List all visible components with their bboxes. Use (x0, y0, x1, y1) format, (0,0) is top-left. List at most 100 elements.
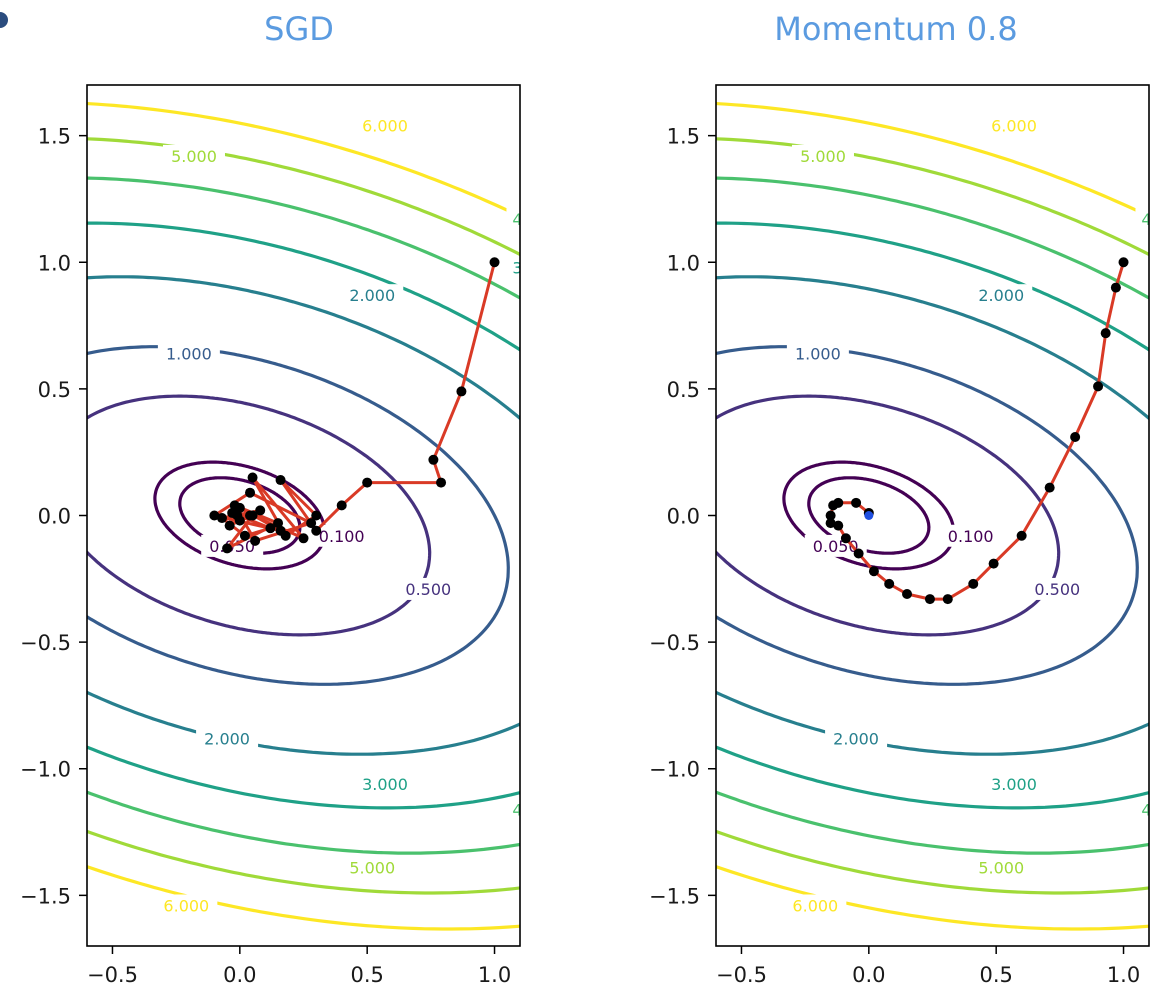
path-point (825, 518, 836, 529)
contour-level-0_5 (87, 394, 432, 637)
path-point (265, 523, 276, 534)
y-tick-label: 1.0 (38, 251, 71, 275)
path-point (851, 497, 862, 508)
contour-label: 5.000 (978, 858, 1024, 877)
contour-level-3 (716, 221, 1149, 810)
contour-label: 3.000 (991, 775, 1037, 794)
contour-label: 2.000 (833, 729, 879, 748)
x-tick-label: −0.5 (716, 963, 767, 987)
path-point (1118, 257, 1129, 268)
contour-label-bg (791, 144, 854, 167)
contour-label-bg (784, 894, 847, 917)
contour-label: 6.000 (163, 896, 209, 915)
x-tick-label: 1.0 (1107, 963, 1140, 987)
contour-level-5 (87, 137, 520, 895)
x-tick-label: 0.5 (979, 963, 1012, 987)
path-point (1093, 381, 1104, 392)
contour-level-4 (716, 176, 1149, 855)
contour-label: 5.000 (349, 858, 395, 877)
path-point (311, 525, 322, 536)
path-point (968, 578, 979, 589)
contour-label: 3.000 (362, 775, 408, 794)
path-point (239, 530, 250, 541)
panel-title: Momentum 0.8 (774, 10, 1017, 48)
contour-label-bg (354, 114, 417, 137)
contour-label-bg (1135, 208, 1149, 231)
path-point (489, 257, 500, 268)
contour-label-bg (310, 524, 373, 547)
path-point (362, 477, 373, 488)
contour-label: 4 (1141, 800, 1151, 819)
y-tick-label: 0.0 (38, 505, 71, 529)
path-point (311, 510, 322, 521)
contour-level-6 (87, 101, 520, 931)
contour-label-bg (804, 534, 867, 557)
contour-label: 5.000 (171, 147, 217, 166)
contour-label-bg (354, 772, 417, 795)
contour-label-bg (341, 284, 404, 307)
axes-frame (86, 84, 521, 947)
contour-label: 0.100 (948, 527, 994, 546)
contour-label-bg (983, 772, 1046, 795)
path-point (216, 513, 227, 524)
path-point (436, 477, 447, 488)
path-point (255, 505, 266, 516)
path-point (853, 548, 864, 559)
x-tick-label: 0.0 (223, 963, 256, 987)
path-point (245, 487, 256, 498)
contour-level-0_1 (153, 460, 327, 571)
contour-level-4 (87, 176, 520, 855)
contour-lines (87, 101, 520, 931)
path-point (250, 535, 261, 546)
contour-label: 0.500 (405, 580, 451, 599)
path-point (456, 386, 467, 397)
path-point (232, 510, 243, 521)
contour-label-bg (970, 284, 1033, 307)
contour-label-bg (162, 144, 225, 167)
x-tick-label: 0.0 (852, 963, 885, 987)
contour-label: 6.000 (792, 896, 838, 915)
path-point (988, 558, 999, 569)
contour-level-0_1 (782, 460, 956, 571)
contour-label: 2.000 (204, 729, 250, 748)
x-tick-label: −0.5 (87, 963, 138, 987)
path-point (825, 510, 836, 521)
contour-level-1 (87, 345, 510, 686)
contour-label: 2.000 (349, 286, 395, 305)
contour-label-bg (506, 798, 520, 821)
path-point (428, 454, 439, 465)
path-point (833, 497, 844, 508)
path-point (1070, 431, 1081, 442)
path-point (1044, 482, 1055, 493)
contour-label: 5.000 (800, 147, 846, 166)
contour-label: 6.000 (991, 117, 1037, 136)
path-point (868, 566, 879, 577)
y-tick-label: 1.5 (667, 125, 700, 149)
path-point (209, 510, 220, 521)
contour-label: 1.000 (795, 344, 841, 363)
panel-sgd: SGD 0.0500.1000.5001.0002.0002.0003.0005… (20, 10, 522, 987)
y-tick-label: −1.0 (20, 758, 71, 782)
contour-label: 0.500 (1034, 580, 1080, 599)
contour-label-bg (155, 894, 218, 917)
contour-label-bg (506, 256, 520, 279)
contour-level-1 (716, 345, 1139, 686)
contour-label: 4 (512, 210, 522, 229)
path-point (1016, 530, 1027, 541)
path-point (1100, 328, 1111, 339)
contour-level-2 (87, 275, 520, 756)
y-tick-label: 1.0 (667, 251, 700, 275)
path-point (234, 502, 245, 513)
path-point (298, 533, 309, 544)
y-tick-label: 0.5 (667, 378, 700, 402)
path-point (902, 589, 913, 600)
contour-label: 3 (512, 258, 522, 277)
panel-title: SGD (264, 10, 334, 48)
path-point (336, 500, 347, 511)
y-tick-label: −1.0 (649, 758, 700, 782)
contour-label-bg (397, 577, 460, 600)
contour-label-bg (825, 727, 888, 750)
minimum-point (864, 511, 874, 520)
x-tick-label: 1.0 (478, 963, 511, 987)
